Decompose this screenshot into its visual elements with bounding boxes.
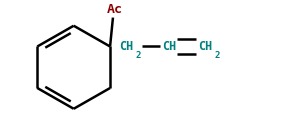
Text: Ac: Ac: [106, 3, 123, 16]
Text: CH: CH: [119, 40, 133, 53]
Text: CH: CH: [162, 40, 176, 53]
Text: CH: CH: [198, 40, 212, 53]
Text: 2: 2: [136, 51, 141, 60]
Text: 2: 2: [215, 51, 220, 60]
